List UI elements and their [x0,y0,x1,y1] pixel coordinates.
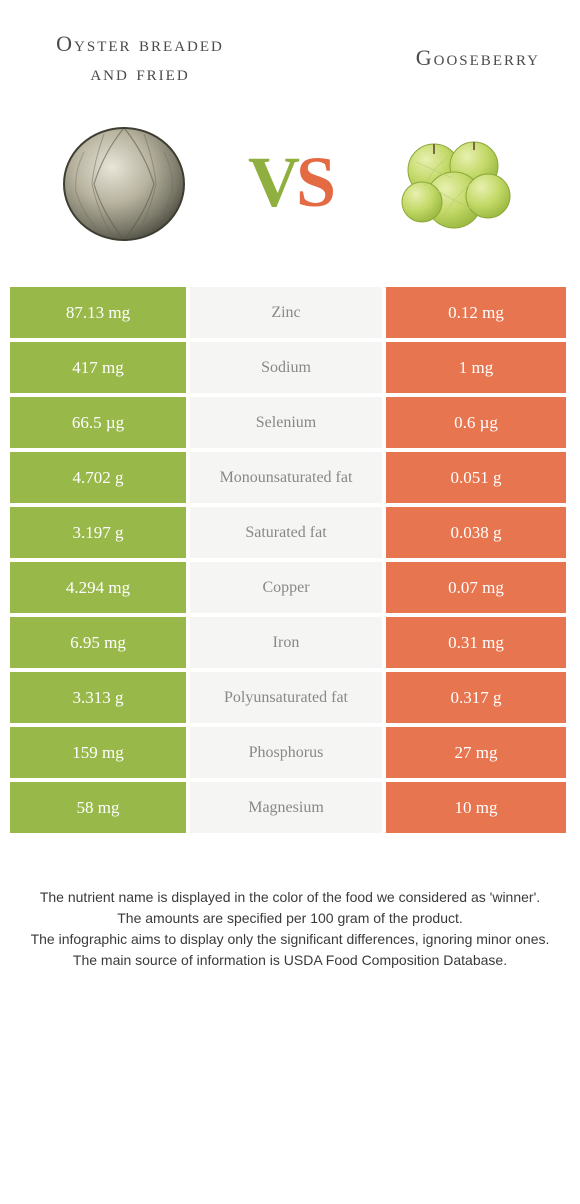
nutrient-label: Iron [190,617,386,668]
nutrient-label: Selenium [190,397,386,448]
left-value: 4.702 g [10,452,190,503]
left-food-title: Oyster breaded and fried [40,30,240,87]
nutrient-label: Sodium [190,342,386,393]
table-row: 87.13 mg Zinc 0.12 mg [10,287,570,342]
left-value: 417 mg [10,342,190,393]
right-value: 0.038 g [386,507,566,558]
vs-v: V [248,142,296,222]
left-value: 66.5 µg [10,397,190,448]
table-row: 3.197 g Saturated fat 0.038 g [10,507,570,562]
nutrient-table: 87.13 mg Zinc 0.12 mg 417 mg Sodium 1 mg… [10,287,570,837]
nutrient-label: Saturated fat [190,507,386,558]
table-row: 58 mg Magnesium 10 mg [10,782,570,837]
table-row: 66.5 µg Selenium 0.6 µg [10,397,570,452]
vs-s: S [296,142,332,222]
left-value: 87.13 mg [10,287,190,338]
table-row: 3.313 g Polyunsaturated fat 0.317 g [10,672,570,727]
left-value: 58 mg [10,782,190,833]
right-value: 0.12 mg [386,287,566,338]
footer-line: The amounts are specified per 100 gram o… [30,908,550,929]
oyster-icon [49,107,199,257]
table-row: 6.95 mg Iron 0.31 mg [10,617,570,672]
right-value: 10 mg [386,782,566,833]
footer-line: The nutrient name is displayed in the co… [30,887,550,908]
footer-line: The main source of information is USDA F… [30,950,550,971]
right-value: 0.6 µg [386,397,566,448]
right-value: 1 mg [386,342,566,393]
nutrient-label: Polyunsaturated fat [190,672,386,723]
right-value: 0.317 g [386,672,566,723]
footer-line: The infographic aims to display only the… [30,929,550,950]
nutrient-label: Magnesium [190,782,386,833]
nutrient-label: Copper [190,562,386,613]
vs-label: VS [248,141,332,224]
table-row: 4.294 mg Copper 0.07 mg [10,562,570,617]
left-value: 3.197 g [10,507,190,558]
nutrient-label: Phosphorus [190,727,386,778]
left-value: 6.95 mg [10,617,190,668]
table-row: 4.702 g Monounsaturated fat 0.051 g [10,452,570,507]
nutrient-label: Zinc [190,287,386,338]
header: Oyster breaded and fried Gooseberry [0,0,580,97]
table-row: 159 mg Phosphorus 27 mg [10,727,570,782]
right-food-title: Gooseberry [340,44,540,73]
table-row: 417 mg Sodium 1 mg [10,342,570,397]
left-value: 4.294 mg [10,562,190,613]
footer-notes: The nutrient name is displayed in the co… [0,837,580,991]
right-value: 27 mg [386,727,566,778]
gooseberry-icon [381,107,531,257]
right-value: 0.07 mg [386,562,566,613]
left-value: 159 mg [10,727,190,778]
hero-row: VS [0,97,580,287]
right-value: 0.051 g [386,452,566,503]
nutrient-label: Monounsaturated fat [190,452,386,503]
left-value: 3.313 g [10,672,190,723]
right-value: 0.31 mg [386,617,566,668]
